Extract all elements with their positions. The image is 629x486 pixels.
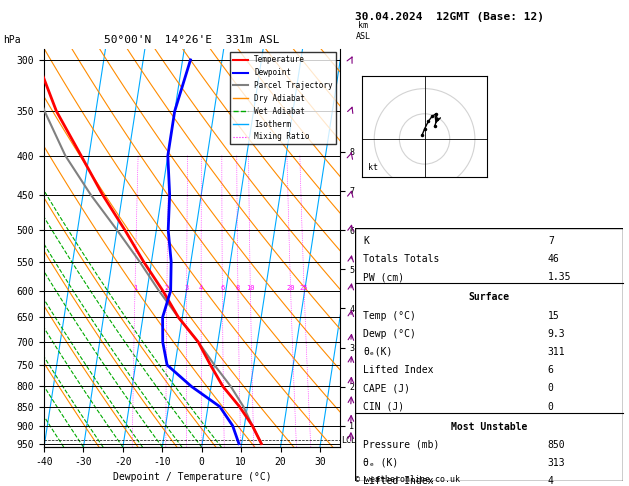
Text: Temp (°C): Temp (°C) [364,311,416,321]
Text: 6: 6 [220,285,225,291]
Text: Dewp (°C): Dewp (°C) [364,329,416,339]
Text: © weatheronline.co.uk: © weatheronline.co.uk [355,474,460,484]
Text: 7: 7 [548,236,554,246]
Text: 46: 46 [548,254,560,264]
Text: θₑ (K): θₑ (K) [364,458,399,468]
Text: 3: 3 [184,285,189,291]
Text: PW (cm): PW (cm) [364,272,404,282]
Text: 850: 850 [548,440,565,450]
X-axis label: Dewpoint / Temperature (°C): Dewpoint / Temperature (°C) [113,472,271,483]
Text: Surface: Surface [469,293,509,302]
Text: CAPE (J): CAPE (J) [364,383,410,393]
Text: 6: 6 [548,365,554,375]
Text: 10: 10 [246,285,255,291]
Text: kt: kt [368,163,378,173]
Text: 4: 4 [199,285,203,291]
Text: 311: 311 [548,347,565,357]
Text: Lifted Index: Lifted Index [364,476,434,486]
Text: Totals Totals: Totals Totals [364,254,440,264]
Text: km
ASL: km ASL [356,21,371,41]
Text: 313: 313 [548,458,565,468]
Text: 0: 0 [548,401,554,412]
Text: 25: 25 [300,285,308,291]
Legend: Temperature, Dewpoint, Parcel Trajectory, Dry Adiabat, Wet Adiabat, Isotherm, Mi: Temperature, Dewpoint, Parcel Trajectory… [230,52,336,144]
Text: K: K [364,236,369,246]
Text: 9.3: 9.3 [548,329,565,339]
Text: 4: 4 [548,476,554,486]
Text: CIN (J): CIN (J) [364,401,404,412]
Text: 1: 1 [133,285,137,291]
Text: 30.04.2024  12GMT (Base: 12): 30.04.2024 12GMT (Base: 12) [355,12,544,22]
Text: 2: 2 [165,285,169,291]
Title: 50°00'N  14°26'E  331m ASL: 50°00'N 14°26'E 331m ASL [104,35,280,45]
Text: 8: 8 [236,285,240,291]
Text: 20: 20 [286,285,295,291]
Text: Most Unstable: Most Unstable [451,421,527,432]
Text: 15: 15 [548,311,560,321]
Text: Lifted Index: Lifted Index [364,365,434,375]
Text: 0: 0 [548,383,554,393]
Text: LCL: LCL [341,435,356,445]
Text: 1.35: 1.35 [548,272,571,282]
Text: hPa: hPa [3,35,20,45]
Text: θₑ(K): θₑ(K) [364,347,392,357]
Text: Pressure (mb): Pressure (mb) [364,440,440,450]
